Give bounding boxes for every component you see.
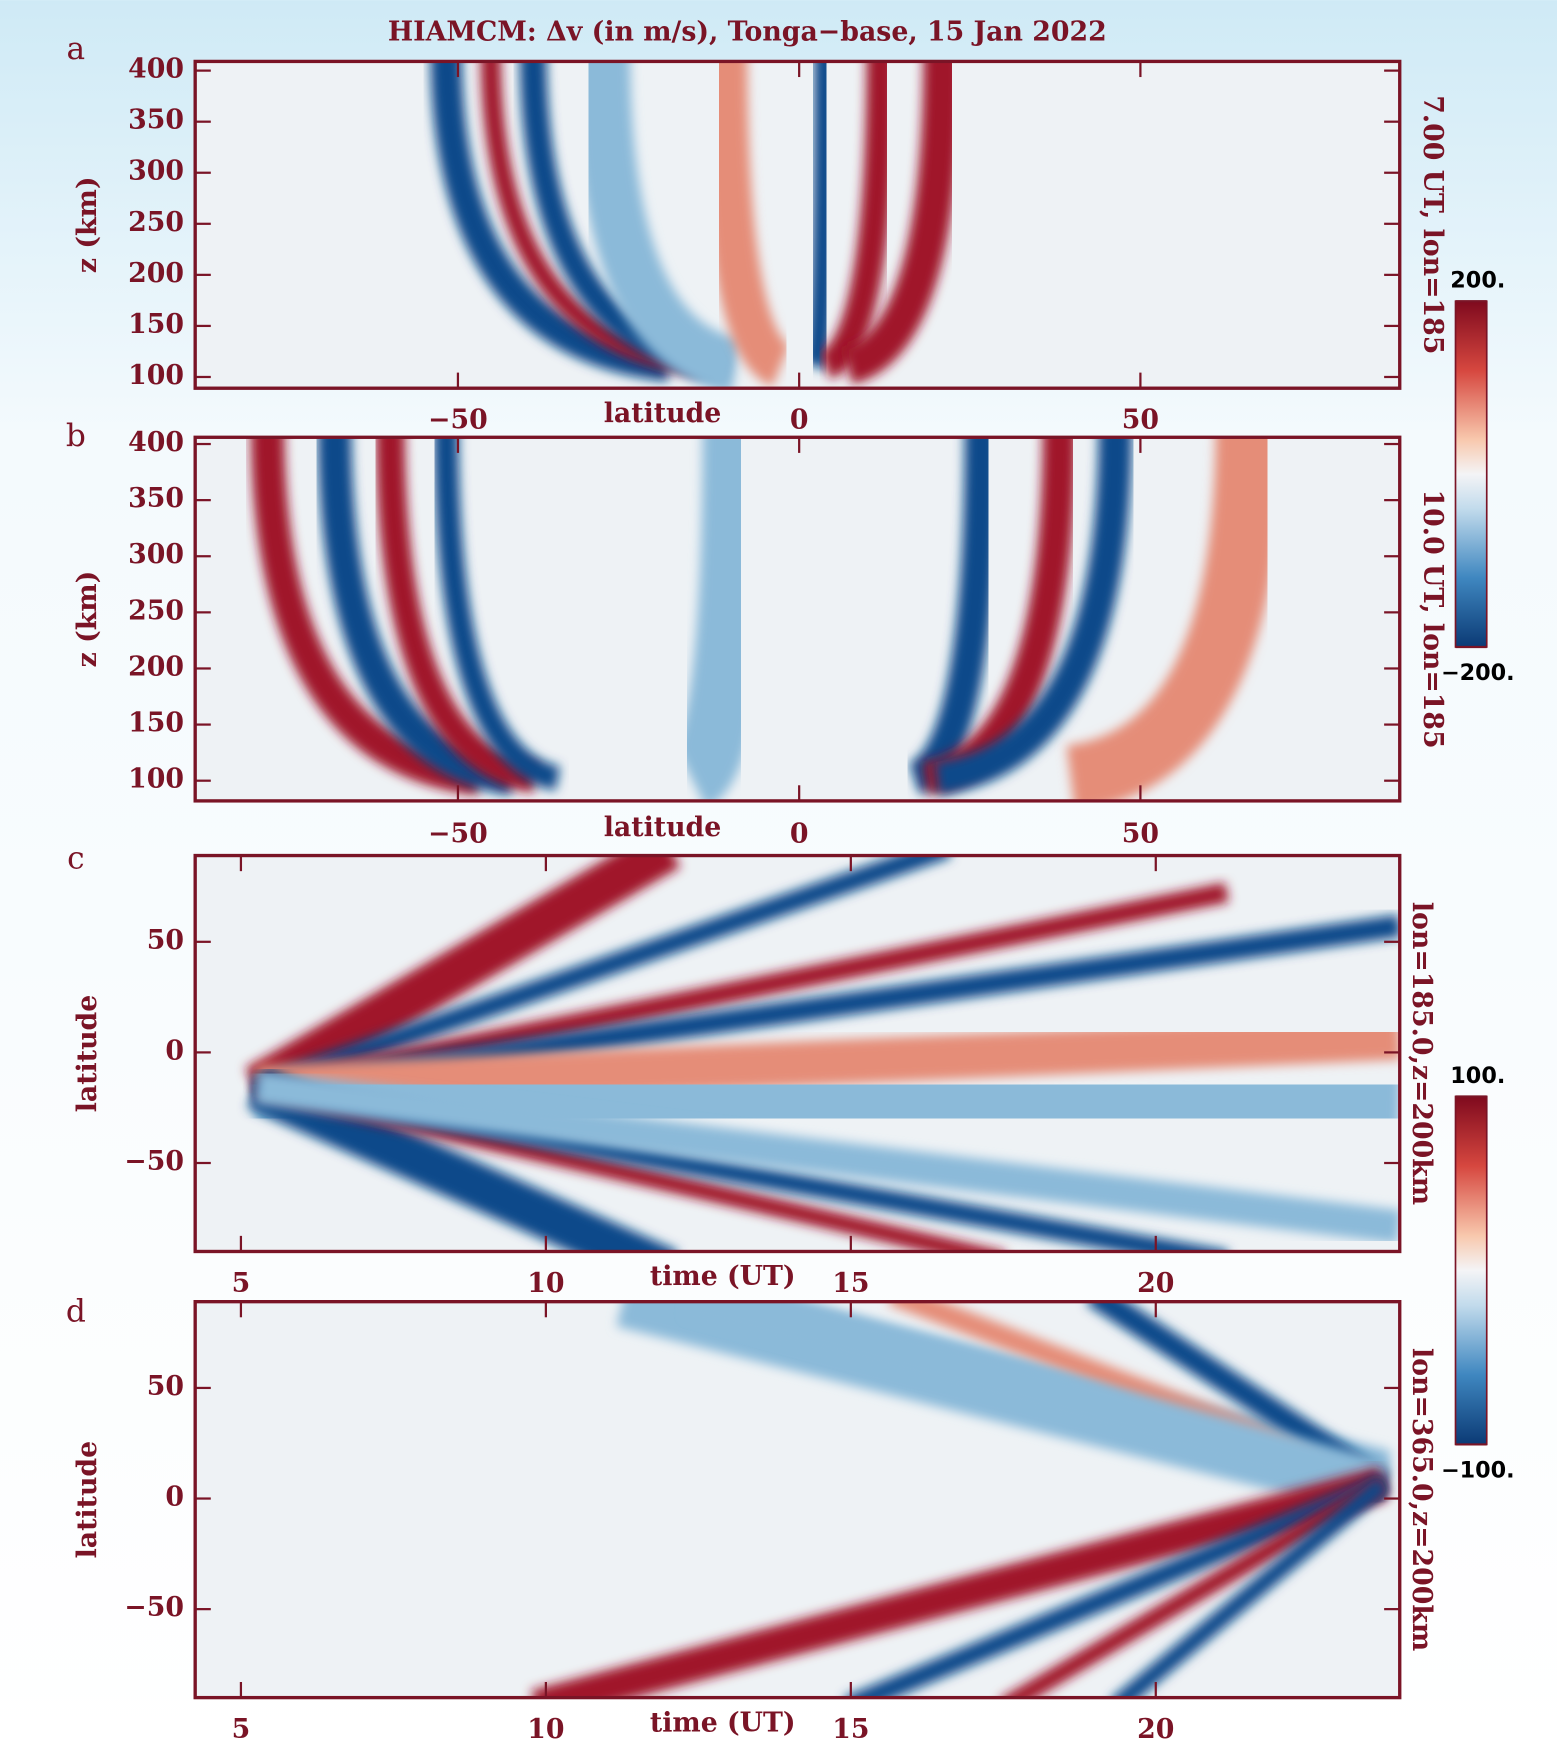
y-tick-label: 350 — [128, 483, 184, 514]
x-tick-label: 10 — [527, 1714, 564, 1745]
x-tick-label: 10 — [527, 1268, 564, 1299]
y-axis-label: z (km) — [72, 176, 103, 273]
y-tick-label: 300 — [128, 156, 184, 187]
y-tick-label: 100 — [128, 360, 184, 391]
y-tick-label: 400 — [128, 54, 184, 85]
plot-frame — [193, 435, 1402, 803]
y-tick-label: 250 — [128, 595, 184, 626]
chart-title: HIAMCM: Δv (in m/s), Tonga−base, 15 Jan … — [388, 17, 1107, 48]
x-tick-label: 15 — [832, 1714, 869, 1745]
field — [195, 855, 1400, 1252]
field-band — [255, 1042, 1400, 1161]
field-band — [934, 437, 1132, 796]
side-label: 10.0 UT, lon=185 — [1417, 490, 1448, 749]
y-tick-label: 250 — [128, 207, 184, 238]
field-band — [318, 437, 516, 796]
field-bg — [195, 61, 1400, 389]
x-tick-label: 5 — [232, 1268, 251, 1299]
field-band — [251, 437, 482, 796]
y-axis-label: z (km) — [72, 571, 103, 668]
colorbar — [1454, 300, 1488, 648]
field-band — [803, 61, 837, 371]
colorbar-label: 200. — [1450, 268, 1505, 294]
panel-letter: a — [67, 31, 86, 67]
x-tick-label: 50 — [1122, 405, 1159, 436]
y-tick-label: 350 — [128, 105, 184, 136]
panel-letter: c — [67, 841, 84, 877]
field-band — [818, 61, 896, 380]
colorbar-label: −100. — [1441, 1458, 1515, 1484]
colorbar — [1454, 1095, 1488, 1446]
colorbar-label: 100. — [1450, 1063, 1505, 1089]
field-band — [574, 61, 742, 389]
y-axis-label: latitude — [72, 995, 103, 1113]
x-tick-label: −50 — [428, 405, 488, 436]
y-tick-label: 150 — [128, 309, 184, 340]
x-axis-label: latitude — [604, 812, 722, 843]
y-tick-label: 100 — [128, 764, 184, 795]
y-tick-label: 400 — [128, 427, 184, 458]
field — [195, 61, 1400, 389]
x-axis-label: time (UT) — [650, 1707, 796, 1738]
field-band — [1112, 1476, 1389, 1698]
panel-letter: b — [66, 418, 86, 454]
x-tick-label: −50 — [428, 818, 488, 849]
field — [195, 437, 1400, 801]
y-tick-label: 50 — [147, 1371, 184, 1402]
side-label: lon=185.0,z=200km — [1406, 902, 1437, 1205]
field-band — [842, 61, 962, 385]
y-tick-label: −50 — [124, 1592, 184, 1623]
x-axis-label: time (UT) — [650, 1261, 796, 1292]
y-tick-label: −50 — [124, 1146, 184, 1177]
colorbar-label: −200. — [1441, 660, 1515, 686]
field-band — [531, 1467, 1388, 1698]
x-tick-label: 0 — [790, 818, 809, 849]
field-band — [1065, 437, 1283, 801]
side-label: 7.00 UT, lon=185 — [1417, 95, 1448, 354]
field — [195, 1301, 1400, 1698]
x-tick-label: 0 — [790, 405, 809, 436]
field-band — [1001, 1475, 1388, 1698]
y-tick-label: 200 — [128, 651, 184, 682]
field-band — [430, 61, 671, 382]
field-band — [433, 437, 561, 791]
y-tick-label: 150 — [128, 708, 184, 739]
y-tick-label: 300 — [128, 539, 184, 570]
y-axis-label: latitude — [72, 1441, 103, 1559]
y-tick-label: 200 — [128, 258, 184, 289]
side-label: lon=365.0,z=200km — [1406, 1348, 1437, 1651]
field-band — [247, 1067, 679, 1252]
panel-letter: d — [66, 1293, 86, 1329]
field-band — [375, 437, 539, 793]
x-tick-label: 50 — [1122, 818, 1159, 849]
field-band — [702, 61, 792, 387]
field-band — [685, 1301, 1389, 1505]
x-tick-label: 20 — [1137, 1714, 1174, 1745]
field-band — [671, 437, 770, 801]
x-axis-label: latitude — [604, 398, 722, 429]
y-tick-label: 0 — [165, 1035, 184, 1066]
x-tick-label: 20 — [1137, 1268, 1174, 1299]
field-band — [254, 1070, 1400, 1244]
x-tick-label: 15 — [832, 1268, 869, 1299]
field-band — [843, 1474, 1387, 1698]
y-tick-label: 50 — [147, 925, 184, 956]
y-tick-label: 0 — [165, 1482, 184, 1513]
x-tick-label: 5 — [232, 1714, 251, 1745]
